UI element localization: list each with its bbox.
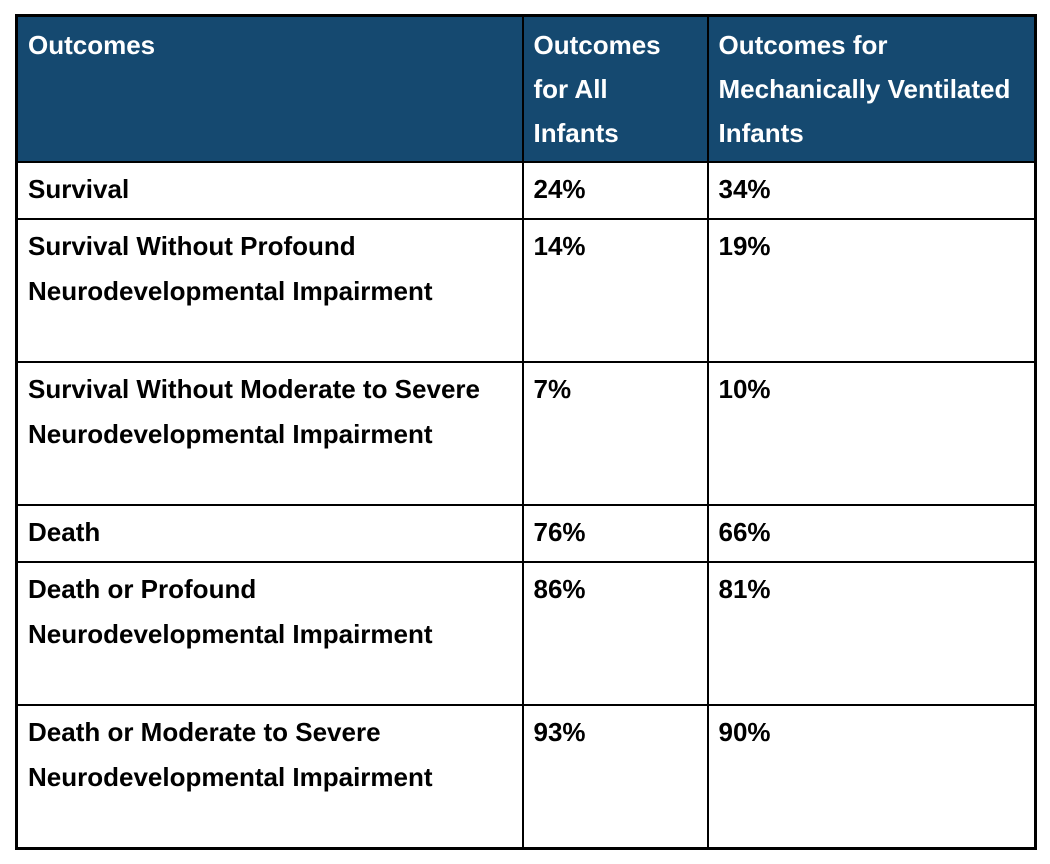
outcome-cell: Survival Without Moderate to Severe Neur… [15, 361, 524, 506]
outcome-cell: Survival [15, 161, 524, 220]
outcomes-table: Outcomes Outcomes for All Infants Outcom… [15, 14, 1037, 850]
value-cell-ventilated: 81% [706, 561, 1037, 706]
value-cell-ventilated: 10% [706, 361, 1037, 506]
header-all-infants: Outcomes for All Infants [521, 14, 709, 163]
value-cell-all-infants: 14% [521, 218, 709, 363]
table-row: Death or Moderate to Severe Neurodevelop… [15, 704, 1037, 849]
value-cell-ventilated: 66% [706, 504, 1037, 563]
header-outcomes: Outcomes [15, 14, 524, 163]
outcome-cell: Death or Moderate to Severe Neurodevelop… [15, 704, 524, 849]
table-row: Survival Without Moderate to Severe Neur… [15, 361, 1037, 506]
outcome-cell: Survival Without Profound Neurodevelopme… [15, 218, 524, 363]
value-cell-all-infants: 86% [521, 561, 709, 706]
header-ventilated-infants: Outcomes for Mechanically Ventilated Inf… [706, 14, 1037, 163]
table-row: Survival 24% 34% [15, 161, 1037, 220]
table-row: Survival Without Profound Neurodevelopme… [15, 218, 1037, 363]
outcome-cell: Death or Profound Neurodevelopmental Imp… [15, 561, 524, 706]
value-cell-all-infants: 7% [521, 361, 709, 506]
value-cell-all-infants: 76% [521, 504, 709, 563]
header-row: Outcomes Outcomes for All Infants Outcom… [15, 14, 1037, 163]
table-row: Death 76% 66% [15, 504, 1037, 563]
outcome-cell: Death [15, 504, 524, 563]
value-cell-all-infants: 24% [521, 161, 709, 220]
value-cell-all-infants: 93% [521, 704, 709, 849]
table-row: Death or Profound Neurodevelopmental Imp… [15, 561, 1037, 706]
value-cell-ventilated: 90% [706, 704, 1037, 849]
value-cell-ventilated: 19% [706, 218, 1037, 363]
value-cell-ventilated: 34% [706, 161, 1037, 220]
